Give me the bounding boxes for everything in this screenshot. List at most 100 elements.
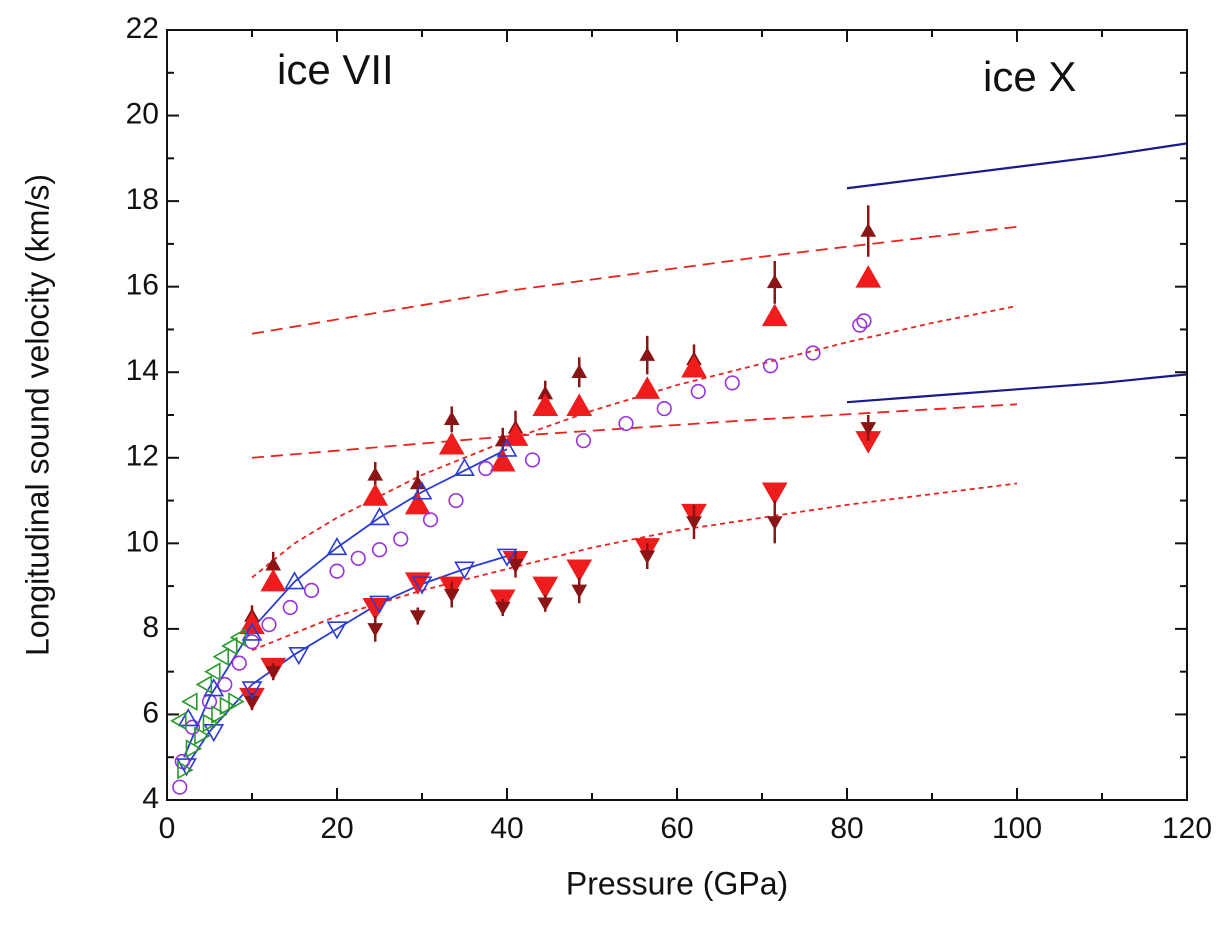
point bbox=[204, 662, 221, 682]
fit-line bbox=[251, 482, 1018, 652]
point bbox=[686, 516, 702, 530]
point bbox=[367, 466, 384, 481]
point bbox=[852, 317, 868, 333]
fit-line bbox=[183, 448, 508, 758]
point bbox=[690, 383, 706, 400]
x-tick-label: 100 bbox=[992, 812, 1042, 845]
point bbox=[185, 739, 203, 759]
point bbox=[203, 678, 225, 697]
point bbox=[369, 595, 390, 614]
point bbox=[724, 375, 740, 391]
point bbox=[761, 303, 788, 327]
point bbox=[228, 692, 245, 711]
point bbox=[244, 634, 260, 650]
point bbox=[177, 760, 194, 780]
point bbox=[762, 358, 779, 374]
point bbox=[282, 599, 298, 616]
point bbox=[489, 449, 516, 472]
point bbox=[284, 571, 305, 590]
y-tick-label: 4 bbox=[142, 782, 159, 815]
y-axis-label: Longitudinal sound velocity (km/s) bbox=[19, 174, 55, 656]
point bbox=[448, 492, 464, 509]
fit-line bbox=[846, 373, 1188, 404]
x-axis-label: Pressure (GPa) bbox=[566, 865, 788, 901]
point bbox=[241, 681, 263, 700]
y-tick-label: 8 bbox=[142, 611, 159, 644]
point bbox=[212, 647, 230, 667]
point bbox=[181, 692, 198, 711]
point bbox=[288, 647, 310, 666]
fit-line bbox=[251, 225, 1018, 335]
point bbox=[532, 393, 559, 416]
fit-line bbox=[846, 142, 1188, 190]
x-tick-label: 20 bbox=[320, 812, 353, 845]
point bbox=[566, 559, 593, 583]
point bbox=[761, 482, 788, 506]
point bbox=[454, 561, 475, 580]
point bbox=[438, 431, 465, 455]
point bbox=[502, 423, 529, 446]
point bbox=[177, 708, 199, 727]
point bbox=[350, 550, 366, 566]
point bbox=[176, 758, 197, 777]
y-tick-label: 12 bbox=[126, 440, 159, 473]
point bbox=[507, 558, 524, 573]
point bbox=[566, 393, 593, 416]
point bbox=[805, 345, 821, 361]
point bbox=[681, 354, 707, 378]
point bbox=[639, 347, 656, 361]
y-tick-label: 14 bbox=[126, 354, 159, 387]
point bbox=[170, 711, 187, 731]
point bbox=[860, 223, 877, 237]
point bbox=[231, 655, 247, 671]
point bbox=[411, 576, 433, 595]
point bbox=[172, 779, 188, 795]
point bbox=[639, 550, 656, 565]
point bbox=[326, 621, 348, 640]
annotation: ice X bbox=[983, 53, 1076, 100]
x-tick-label: 120 bbox=[1162, 812, 1212, 845]
point bbox=[217, 676, 233, 693]
point bbox=[303, 582, 320, 598]
point bbox=[422, 512, 439, 528]
point bbox=[194, 726, 211, 746]
point bbox=[618, 415, 634, 432]
y-tick-label: 18 bbox=[126, 183, 159, 216]
point bbox=[634, 376, 661, 399]
y-tick-label: 22 bbox=[126, 12, 159, 45]
y-tick-label: 20 bbox=[126, 97, 159, 130]
point bbox=[860, 422, 877, 436]
point bbox=[496, 548, 518, 567]
point bbox=[532, 576, 559, 600]
point bbox=[371, 542, 388, 558]
point bbox=[211, 705, 228, 724]
point bbox=[260, 568, 287, 592]
point bbox=[326, 536, 348, 556]
point bbox=[229, 628, 247, 647]
point bbox=[404, 491, 431, 515]
x-tick-label: 40 bbox=[490, 812, 523, 845]
x-tick-label: 80 bbox=[830, 812, 863, 845]
point bbox=[329, 563, 345, 579]
y-tick-label: 16 bbox=[126, 269, 159, 302]
point bbox=[537, 597, 554, 612]
point bbox=[855, 265, 882, 288]
fit-line bbox=[251, 305, 1018, 579]
point bbox=[856, 313, 872, 329]
point bbox=[571, 584, 588, 599]
plot-frame bbox=[166, 29, 1188, 801]
point bbox=[261, 617, 277, 633]
point bbox=[478, 460, 494, 477]
point bbox=[202, 713, 220, 733]
point bbox=[575, 433, 592, 449]
y-tick-label: 6 bbox=[142, 696, 159, 729]
point bbox=[265, 665, 282, 680]
point bbox=[369, 507, 390, 526]
x-tick-label: 0 bbox=[159, 812, 176, 845]
point bbox=[362, 483, 389, 506]
point bbox=[404, 572, 431, 595]
point bbox=[454, 457, 475, 477]
annotation: ice VII bbox=[277, 46, 394, 93]
